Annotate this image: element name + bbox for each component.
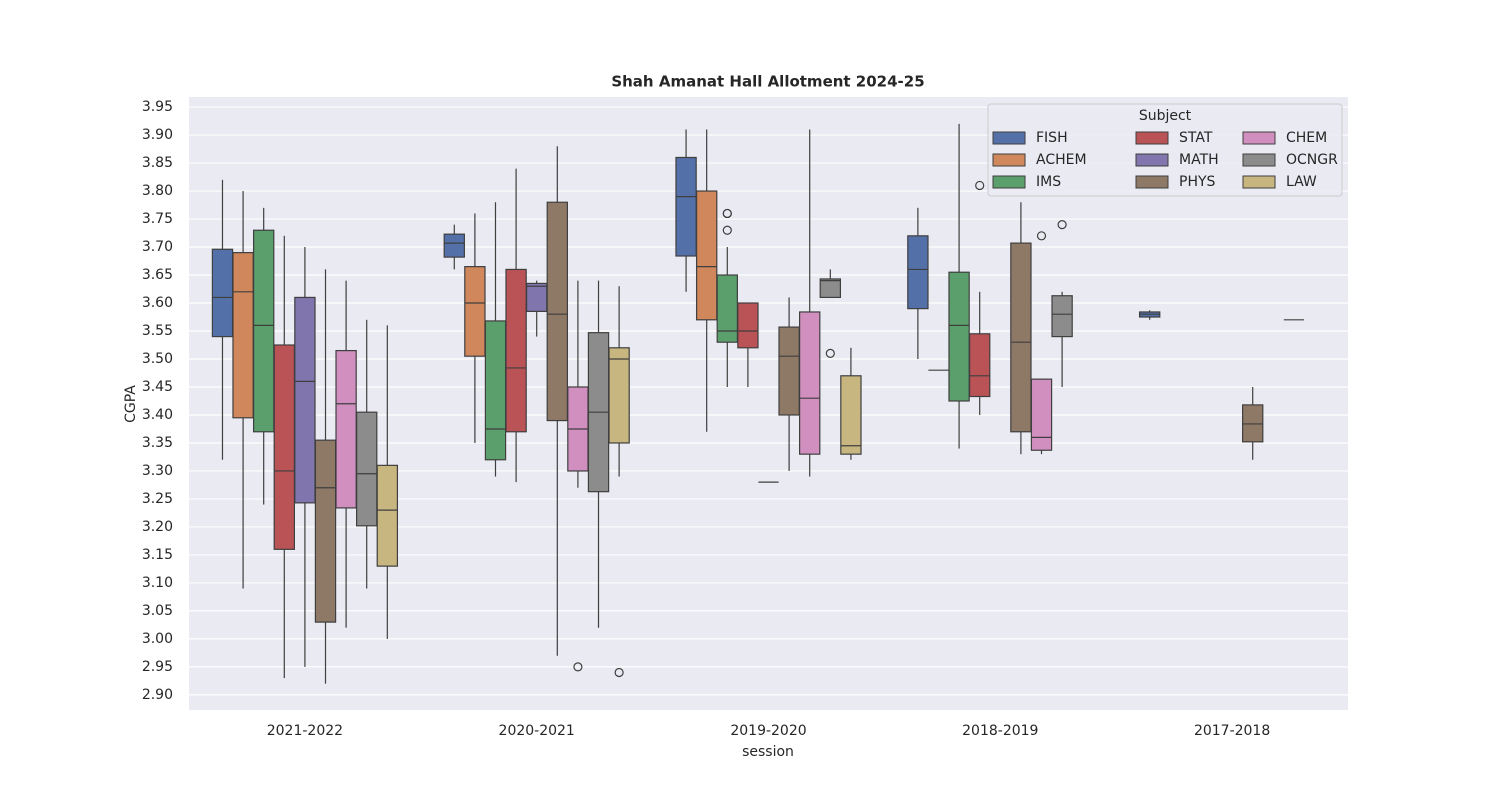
y-tick-label: 2.90 [142,687,173,703]
flier [1036,231,1047,241]
box [546,201,569,422]
y-tick-label: 3.40 [142,407,173,423]
box [505,268,527,433]
flier [975,180,985,191]
box [252,229,275,433]
flier [573,662,583,672]
y-tick-label: 3.55 [142,323,173,339]
box [819,278,842,299]
y-tick-label: 3.00 [142,631,173,647]
y-tick-label: 3.50 [142,351,173,367]
box [840,375,862,455]
y-tick-label: 3.65 [142,267,173,283]
legend-label: FISH [1036,130,1068,146]
box [484,320,507,461]
y-tick-label: 3.95 [142,99,173,115]
box [526,282,548,313]
x-tick-label: 2018-2019 [962,723,1038,739]
legend-swatch [1242,131,1276,145]
box [799,311,821,455]
legend: Subject FISH ACHEM IMS STAT MATH PHYS CHEM OCNGR… [987,103,1343,197]
y-tick-label: 3.85 [142,155,173,171]
legend-label: CHEM [1286,130,1327,146]
x-tick-label: 2019-2020 [730,723,806,739]
legend-label: STAT [1179,130,1213,146]
box [737,302,759,349]
legend-title: Subject [1139,108,1192,124]
legend-swatch [1135,175,1169,189]
y-tick-label: 3.90 [142,127,173,143]
legend-swatch [1135,153,1169,167]
grid: 2.90 2.95 3.00 3.05 3.10 3.15 3.20 3.25 3.30 3.35… [142,99,1348,739]
y-tick-label: 3.80 [142,183,173,199]
box [1010,242,1032,433]
legend-swatch [1135,131,1169,145]
x-tick-label: 2020-2021 [499,723,575,739]
plot-area [189,97,1348,710]
box [968,333,991,398]
legend-swatch [992,153,1026,167]
box [1051,295,1073,338]
box [695,190,718,321]
legend-swatch [1242,153,1276,167]
box [232,252,254,419]
legend-label: OCNGR [1286,152,1338,168]
legend-label: MATH [1179,152,1219,168]
legend-swatch [992,175,1026,189]
legend-label: LAW [1286,174,1317,190]
box [948,271,970,402]
box [376,464,399,567]
flier [614,667,624,678]
box [1030,378,1053,451]
y-tick-label: 3.35 [142,435,173,451]
y-tick-label: 3.25 [142,491,173,507]
box [907,235,929,310]
box [464,266,486,357]
flier [722,225,732,235]
flier [1057,220,1067,230]
y-tick-label: 3.15 [142,547,173,563]
box [608,347,630,444]
y-tick-label: 3.20 [142,519,173,535]
y-tick-label: 3.75 [142,211,173,227]
legend-label: PHYS [1179,174,1216,190]
legend-swatch [992,131,1026,145]
box [716,274,738,343]
y-axis-label: CGPA [123,385,139,423]
box [675,156,697,257]
x-axis-label: session [742,744,794,760]
flier [722,208,732,219]
box [211,248,234,338]
legend-label: IMS [1036,174,1061,190]
box [356,411,378,527]
y-tick-label: 3.30 [142,463,173,479]
chart-title: Shah Amanat Hall Allotment 2024-25 [611,73,924,91]
x-tick-label: 2021-2022 [267,723,343,739]
box [314,439,337,623]
box [273,344,295,550]
marks [211,123,1305,684]
box [443,233,465,258]
y-tick-label: 3.70 [142,239,173,255]
box [778,326,800,416]
legend-label: ACHEM [1036,152,1087,168]
box [294,296,316,504]
y-tick-label: 3.45 [142,379,173,395]
legend-box [987,103,1343,197]
y-tick-label: 2.95 [142,659,173,675]
flier [825,348,835,358]
x-tick-label: 2017-2018 [1194,723,1270,739]
box [335,349,357,509]
legend-swatch [1242,175,1276,189]
y-tick-label: 3.05 [142,603,173,619]
y-tick-label: 3.10 [142,575,173,591]
y-tick-label: 3.60 [142,295,173,311]
